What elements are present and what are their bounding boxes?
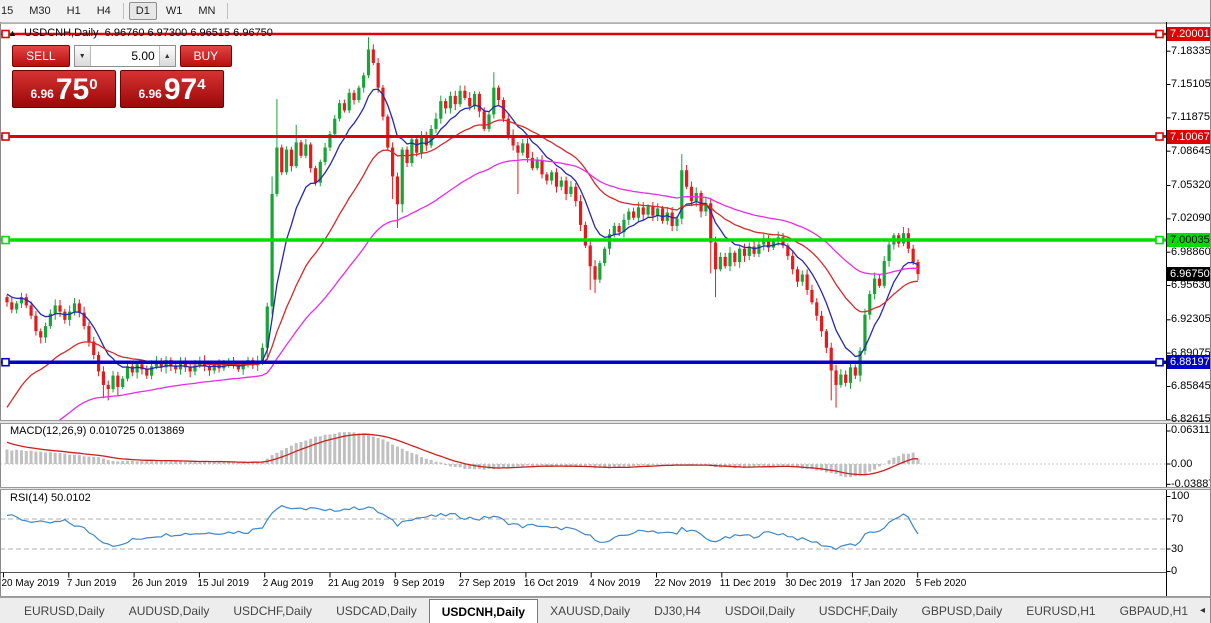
sell-price-sup: 0 [89, 76, 98, 93]
price-tick: 6.95630 [1171, 279, 1211, 291]
macd-name: MACD(12,26,9) [10, 425, 87, 437]
rsi-tick: 0 [1171, 565, 1178, 577]
toolbar-separator [122, 3, 124, 19]
tab-gbpaud-h1[interactable]: GBPAUD,H1 [1119, 603, 1189, 618]
date-tick-label: 5 Feb 2020 [915, 578, 967, 589]
ohlc-close: 6.96750 [233, 27, 273, 39]
tab-usdcad-daily[interactable]: USDCAD,Daily [336, 603, 417, 618]
price-level-tag: 7.00035 [1167, 233, 1211, 248]
price-level-tag: 6.88197 [1167, 355, 1211, 370]
date-tick-label: 17 Jan 2020 [850, 578, 906, 589]
price-tick: 7.11875 [1171, 111, 1210, 124]
rsi-tick: 100 [1171, 490, 1190, 502]
timeframe-button-15[interactable]: 15 [1, 5, 14, 17]
price-level-tag: 7.10067 [1167, 129, 1211, 144]
chart-title: ▲ USDCNH,Daily 6.96760 6.97300 6.96515 6… [8, 27, 273, 39]
date-tick-label: 16 Oct 2019 [523, 578, 579, 589]
price-tick: 6.85845 [1171, 379, 1211, 392]
price-tick: 7.15105 [1171, 78, 1211, 91]
date-tick-label: 26 Jun 2019 [132, 578, 188, 589]
date-tick-label: 2 Aug 2019 [262, 578, 314, 589]
volume-input[interactable] [90, 46, 159, 66]
date-tick-label: 15 Jul 2019 [197, 578, 250, 589]
sell-price-main: 75 [55, 73, 90, 106]
rsi-value: 50.0102 [50, 492, 91, 504]
ohlc-low: 6.96515 [190, 27, 231, 39]
chart-tab-bar: EURUSD,Daily AUDUSD,Daily USDCHF,Daily USDC… [0, 597, 1211, 623]
volume-decrease-button[interactable]: ▼ [74, 46, 91, 66]
buy-price-sup: 4 [197, 76, 206, 93]
rsi-tick: 30 [1171, 542, 1184, 555]
rsi-label: RSI(14) 50.0102 [10, 492, 91, 504]
tab-scroll-left-icon[interactable]: ◂ [1200, 605, 1206, 616]
date-tick-label: 11 Dec 2019 [719, 578, 776, 589]
price-tick: 6.98860 [1171, 245, 1211, 258]
tab-usdcnh-daily[interactable]: USDCNH,Daily [428, 599, 539, 623]
tab-eurusd-daily[interactable]: EURUSD,Daily [24, 603, 105, 618]
price-level-tag: 6.96750 [1167, 266, 1211, 281]
price-tick: 6.82615 [1171, 413, 1211, 426]
tab-eurusd-h1[interactable]: EURUSD,H1 [1026, 603, 1096, 618]
macd-label: MACD(12,26,9) 0.010725 0.013869 [10, 425, 184, 437]
sell-button[interactable]: SELL [12, 45, 70, 67]
date-tick-label: 27 Sep 2019 [458, 578, 516, 589]
chart-symbol: USDCNH,Daily [23, 27, 99, 39]
buy-price-tile[interactable]: 6.96 97 4 [120, 70, 224, 108]
rsi-name: RSI(14) [10, 492, 48, 504]
price-tick: 7.18335 [1171, 44, 1211, 57]
price-tick: 7.02090 [1171, 212, 1211, 225]
one-click-trading-panel: SELL ▼ ▲ BUY 6.96 75 0 6.96 97 4 [12, 45, 232, 108]
date-tick-label: 30 Dec 2019 [785, 578, 842, 589]
tab-dj30-h4[interactable]: DJ30,H4 [654, 603, 701, 618]
tab-audusd-daily[interactable]: AUDUSD,Daily [128, 603, 210, 618]
tab-usdchf-daily[interactable]: USDCHF,Daily [818, 603, 898, 618]
sell-price-prefix: 6.96 [30, 87, 54, 101]
panel-divider[interactable] [0, 487, 1211, 490]
ohlc-high: 6.97300 [147, 27, 188, 39]
timeframe-button-d1[interactable]: D1 [128, 2, 157, 20]
panel-divider[interactable] [0, 420, 1211, 424]
ohlc-open: 6.96760 [104, 27, 145, 39]
toolbar-separator [227, 3, 229, 19]
macd-signal-value: 0.013869 [138, 425, 185, 437]
timeframe-button-mn[interactable]: MN [198, 5, 216, 17]
tab-scroll-controls: ◂▸ [1200, 598, 1211, 623]
date-tick-label: 22 Nov 2019 [654, 578, 712, 589]
price-tick: 6.92305 [1171, 313, 1211, 326]
sell-price-tile[interactable]: 6.96 75 0 [12, 70, 116, 108]
macd-tick: 0.00 [1171, 457, 1193, 470]
volume-spinner: ▼ ▲ [73, 45, 176, 67]
tab-xauusd-daily[interactable]: XAUUSD,Daily [550, 603, 631, 618]
buy-price-main: 97 [163, 73, 198, 106]
timeframe-button-h4[interactable]: H4 [96, 5, 111, 17]
tab-usdchf-daily[interactable]: USDCHF,Daily [233, 603, 313, 618]
date-tick-label: 20 May 2019 [1, 578, 60, 589]
buy-button[interactable]: BUY [179, 45, 232, 67]
price-tick: 7.08645 [1171, 144, 1211, 157]
tab-usdoil-daily[interactable]: USDOil,Daily [724, 603, 795, 618]
volume-increase-button[interactable]: ▲ [158, 46, 175, 66]
macd-value: 0.010725 [89, 425, 136, 437]
price-level-tag: 7.20001 [1167, 27, 1211, 41]
timeframe-button-w1[interactable]: W1 [165, 5, 183, 17]
date-tick-label: 4 Nov 2019 [589, 578, 641, 589]
date-tick-label: 9 Sep 2019 [393, 578, 445, 589]
timeframe-button-m30[interactable]: M30 [29, 5, 51, 17]
price-tick: 7.05320 [1171, 179, 1211, 191]
tab-gbpusd-daily[interactable]: GBPUSD,Daily [921, 603, 1003, 618]
rsi-tick: 70 [1171, 512, 1184, 525]
timeframe-button-h1[interactable]: H1 [66, 5, 81, 17]
date-tick-label: 7 Jun 2019 [66, 578, 117, 589]
macd-tick: 0.063113 [1171, 424, 1211, 437]
timeframe-toolbar: 15 M30 H1 H4 D1 W1 MN [0, 0, 1211, 23]
buy-price-prefix: 6.96 [138, 87, 162, 101]
chart-shift-triangle-icon: ▲ [8, 28, 17, 38]
date-tick-label: 21 Aug 2019 [328, 578, 385, 589]
macd-tick: -0.038872 [1171, 477, 1211, 490]
